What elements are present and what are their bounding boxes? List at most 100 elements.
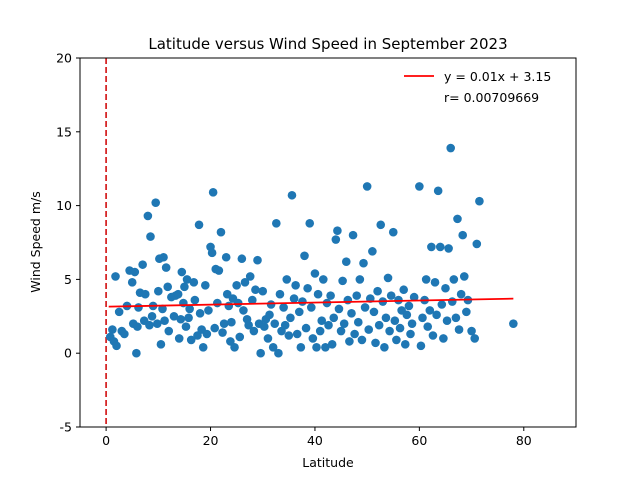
- data-point: [472, 239, 482, 249]
- data-point: [268, 342, 278, 352]
- data-point: [364, 325, 374, 334]
- data-point: [347, 309, 356, 318]
- data-point: [227, 317, 236, 327]
- data-point: [300, 251, 309, 261]
- y-axis-title: Wind Speed m/s: [28, 191, 43, 292]
- data-point: [245, 272, 255, 281]
- data-point: [301, 323, 311, 333]
- data-point: [360, 303, 370, 312]
- data-point: [338, 276, 347, 286]
- data-point: [409, 292, 419, 302]
- regression-line: [108, 297, 514, 308]
- data-point: [303, 283, 312, 293]
- data-point: [467, 326, 476, 336]
- data-point: [189, 278, 199, 287]
- data-point: [385, 326, 394, 336]
- data-point: [406, 329, 415, 339]
- data-point: [336, 326, 346, 336]
- data-point: [341, 257, 351, 266]
- data-point: [263, 334, 273, 343]
- data-point: [232, 281, 241, 290]
- data-point: [324, 320, 333, 330]
- data-point: [112, 341, 121, 351]
- data-point: [362, 182, 372, 191]
- data-point: [353, 317, 363, 327]
- data-point: [399, 285, 409, 295]
- data-point: [383, 273, 393, 283]
- data-point: [111, 272, 120, 281]
- x-tick-label: 40: [307, 433, 323, 448]
- legend: y = 0.01x + 3.15 r= 0.00709669: [404, 69, 551, 105]
- data-point: [388, 227, 398, 237]
- data-point: [239, 306, 248, 315]
- data-point: [308, 334, 318, 343]
- data-point: [284, 331, 294, 340]
- data-point: [390, 316, 400, 326]
- data-point: [428, 331, 438, 340]
- chart-title: Latitude versus Wind Speed in September …: [148, 35, 507, 53]
- data-point: [280, 320, 290, 330]
- data-point: [368, 247, 377, 256]
- data-point: [456, 289, 466, 299]
- data-point: [355, 275, 365, 284]
- data-point: [210, 323, 220, 333]
- data-point: [233, 298, 243, 308]
- data-point: [272, 219, 281, 228]
- points-layer: [105, 143, 518, 358]
- data-point: [439, 334, 448, 343]
- data-point: [237, 254, 247, 264]
- data-point: [127, 278, 137, 287]
- data-point: [458, 230, 468, 240]
- data-point: [133, 322, 142, 331]
- data-point: [186, 335, 196, 345]
- y-tick-label: 20: [56, 51, 72, 66]
- data-point: [432, 310, 441, 320]
- x-tick-label: 0: [102, 433, 110, 448]
- data-point: [279, 303, 288, 312]
- data-point: [430, 278, 440, 287]
- data-point: [265, 310, 274, 320]
- data-point: [160, 316, 169, 326]
- data-point: [114, 307, 124, 317]
- data-point: [329, 313, 339, 323]
- data-point: [185, 304, 194, 314]
- x-tick-label: 60: [411, 433, 427, 448]
- data-point: [247, 295, 257, 305]
- data-point: [475, 196, 484, 206]
- data-point: [249, 326, 259, 336]
- data-point: [202, 329, 212, 339]
- data-point: [392, 335, 401, 345]
- data-point: [182, 275, 192, 284]
- data-point: [282, 275, 292, 284]
- data-point: [208, 188, 218, 197]
- data-point: [177, 267, 187, 277]
- x-tick-label: 80: [516, 433, 532, 448]
- data-point: [306, 303, 316, 312]
- data-point: [270, 319, 280, 328]
- data-point: [181, 322, 191, 331]
- x-axis: 0 20 40 60 80: [102, 427, 532, 448]
- data-point: [298, 297, 307, 306]
- data-point: [459, 272, 469, 281]
- data-point: [156, 340, 166, 349]
- plot-area-frame: [79, 57, 577, 428]
- data-point: [331, 235, 341, 244]
- data-point: [266, 300, 276, 309]
- data-point: [287, 190, 297, 200]
- data-point: [312, 342, 321, 352]
- data-point: [421, 275, 431, 284]
- data-point: [260, 322, 269, 331]
- data-point: [380, 342, 389, 352]
- data-point: [169, 312, 179, 321]
- data-point: [159, 252, 168, 262]
- data-point: [313, 289, 323, 299]
- data-point: [253, 255, 262, 265]
- data-point: [433, 186, 443, 196]
- data-point: [418, 313, 427, 323]
- data-point: [143, 211, 153, 221]
- data-point: [359, 258, 368, 268]
- data-point: [374, 320, 384, 330]
- data-point: [470, 334, 480, 343]
- data-point: [120, 329, 129, 339]
